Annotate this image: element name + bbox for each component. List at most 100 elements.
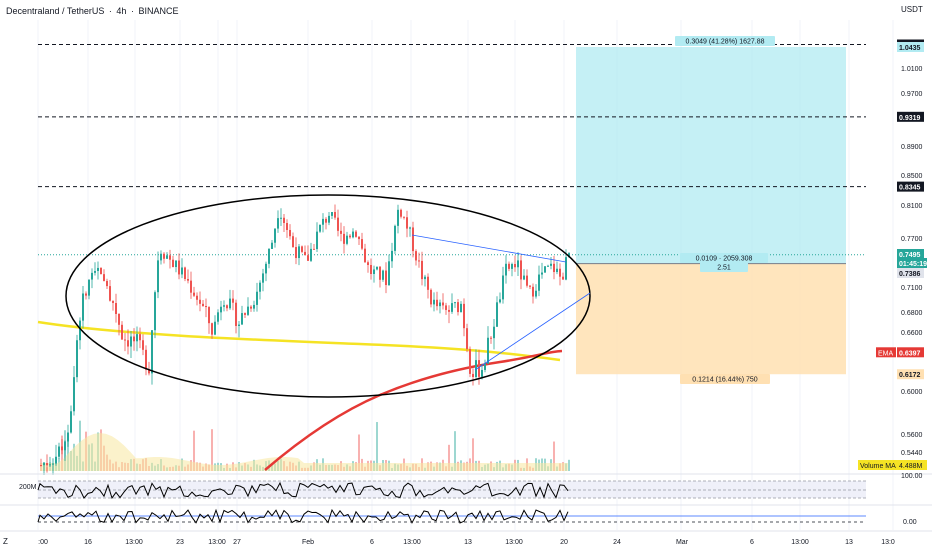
candle-body [133, 336, 135, 342]
candle-body [145, 349, 147, 370]
candle-body [79, 320, 81, 341]
candle-body [460, 303, 462, 313]
candle [172, 255, 174, 268]
candle [265, 261, 267, 282]
candle-body [541, 272, 543, 275]
candle [535, 284, 537, 299]
candle [106, 278, 108, 290]
price-tick-label: 0.7700 [901, 236, 923, 243]
candle-body [406, 217, 408, 229]
candle-body [103, 274, 105, 281]
candle-body [175, 260, 177, 268]
candle-body [82, 293, 84, 321]
candle [373, 265, 375, 283]
price-tick-label: 0.6600 [901, 330, 923, 337]
candle-body [217, 312, 219, 322]
candle [211, 322, 213, 339]
candle-body [190, 280, 192, 293]
candle [397, 204, 399, 234]
candle-body [169, 255, 171, 260]
candle-body [355, 231, 357, 237]
candle [301, 245, 303, 254]
candle [520, 255, 522, 290]
candle [115, 293, 117, 323]
candle-body [46, 463, 48, 466]
candle [244, 312, 246, 318]
candle [289, 224, 291, 240]
candle [454, 301, 456, 308]
candle-body [262, 273, 264, 283]
candle [409, 226, 411, 237]
volume-bar [67, 434, 69, 471]
candle [214, 315, 216, 336]
candle [439, 299, 441, 314]
candle-body [97, 267, 99, 271]
candle [124, 333, 126, 352]
candle [499, 292, 501, 304]
candle [448, 305, 450, 324]
candle [415, 249, 417, 266]
volume-bar [376, 422, 378, 471]
candle [190, 271, 192, 299]
time-tick-label: 13 [464, 539, 472, 546]
oscillator-band [38, 481, 866, 498]
candle-body [508, 263, 510, 269]
axis-badge: 0.8345 [897, 181, 924, 192]
candle-body [286, 223, 288, 230]
candle-body [415, 251, 417, 261]
candle-body [547, 265, 549, 267]
candle-body [238, 324, 240, 326]
position-label: 0.0109 · 2059.308 [680, 253, 768, 263]
time-tick-label: 13:0 [881, 539, 895, 546]
candle-body [130, 336, 132, 347]
candle-body [550, 263, 552, 266]
axis-badge-text: 0.7386 [899, 271, 921, 278]
candle-body [256, 291, 258, 305]
candle [502, 266, 504, 304]
candle [205, 298, 207, 318]
candle-body [325, 218, 327, 223]
candle [349, 234, 351, 239]
time-tick-label: 13:00 [125, 539, 143, 546]
zoom-button[interactable]: Z [3, 537, 8, 546]
volume-value-bg [897, 460, 927, 470]
candle [40, 458, 42, 467]
candle-body [43, 463, 45, 466]
candle-body [109, 286, 111, 301]
oscillator-line [37, 508, 569, 524]
price-tick-label: 0.8500 [901, 173, 923, 180]
candle-body [202, 303, 204, 306]
candle [43, 462, 45, 475]
candle-body [556, 268, 558, 273]
candle [508, 261, 510, 272]
candle [133, 328, 135, 351]
candle-body [178, 260, 180, 275]
candle [307, 245, 309, 261]
volume-ma-badge: Volume MA 4.488M [858, 460, 927, 470]
volume-bar [454, 431, 456, 471]
axis-badge-bg [897, 258, 927, 268]
candle [466, 323, 468, 353]
position-label-bg [675, 36, 775, 46]
volume-ma-badge-bg [858, 460, 897, 470]
pane-label: 200M [19, 484, 37, 491]
candle [316, 222, 318, 253]
ellipse-drawing[interactable] [65, 194, 591, 398]
candle [553, 255, 555, 280]
candle [391, 242, 393, 268]
candle [286, 219, 288, 238]
candle [268, 247, 270, 269]
candle [412, 221, 414, 258]
axis-badge-text: 0.8345 [899, 185, 921, 192]
candle [238, 321, 240, 338]
candle-body [268, 248, 270, 264]
candle [382, 269, 384, 282]
candle [319, 224, 321, 233]
wedge-drawing[interactable] [411, 234, 591, 371]
volume-bar [568, 459, 570, 471]
axis-badge-bg [897, 42, 924, 52]
axis-badges: 1.04750.93190.83451.04350.749501:45:190.… [858, 39, 927, 470]
position-label-text: 0.0109 · 2059.308 [696, 256, 753, 263]
candle-body [226, 305, 228, 309]
